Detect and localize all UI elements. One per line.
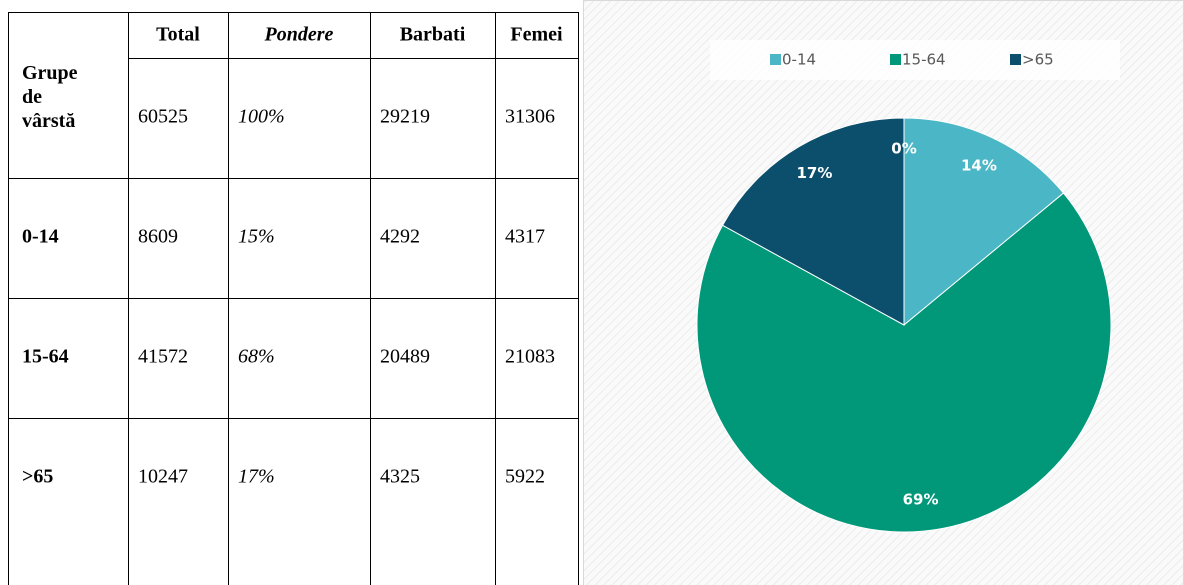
cell: 8609 <box>138 226 178 248</box>
cell: 4317 <box>505 226 545 248</box>
cell: 4325 <box>380 466 420 488</box>
row-header: 15-64 <box>22 346 69 368</box>
cell: 21083 <box>505 346 555 368</box>
pie-chart: 0% 14% 69% 17% 0-14 15-64 >65 <box>696 51 1112 533</box>
row-header: >65 <box>22 466 53 488</box>
cell: 4292 <box>380 226 420 248</box>
cell: 100% <box>238 106 285 128</box>
cell: 31306 <box>505 106 555 128</box>
column-header: Pondere <box>264 24 334 46</box>
pie-slice <box>903 117 1065 327</box>
corner-header: Grupe de vârstă <box>22 62 78 132</box>
column-header: Femei <box>510 24 563 46</box>
data-label: 14% <box>961 156 997 174</box>
legend-swatch <box>890 54 901 65</box>
cell: 68% <box>238 346 275 368</box>
cell: 15% <box>238 226 275 248</box>
data-label: 0% <box>891 140 916 158</box>
cell: 10247 <box>138 466 188 488</box>
pie-slice <box>721 117 905 326</box>
cell: 5922 <box>505 466 545 488</box>
table: Grupe de vârstă Total Pondere Barbati Femei 605… <box>8 12 579 585</box>
legend-label: 15-64 <box>902 51 946 69</box>
cell: 41572 <box>138 346 188 368</box>
legend-swatch <box>1010 54 1021 65</box>
column-header: Barbati <box>400 24 466 46</box>
legend-label: >65 <box>1022 51 1054 69</box>
row-header: 0-14 <box>22 226 59 248</box>
data-label: 69% <box>903 491 939 509</box>
cell: 17% <box>238 466 275 488</box>
data-label: 17% <box>796 164 832 182</box>
column-header: Total <box>156 24 200 46</box>
pie-slice <box>696 192 1112 533</box>
cell: 60525 <box>138 106 188 128</box>
legend-swatch <box>770 54 781 65</box>
cell: 29219 <box>380 106 430 128</box>
cell: 20489 <box>380 346 430 368</box>
legend-label: 0-14 <box>782 51 816 69</box>
